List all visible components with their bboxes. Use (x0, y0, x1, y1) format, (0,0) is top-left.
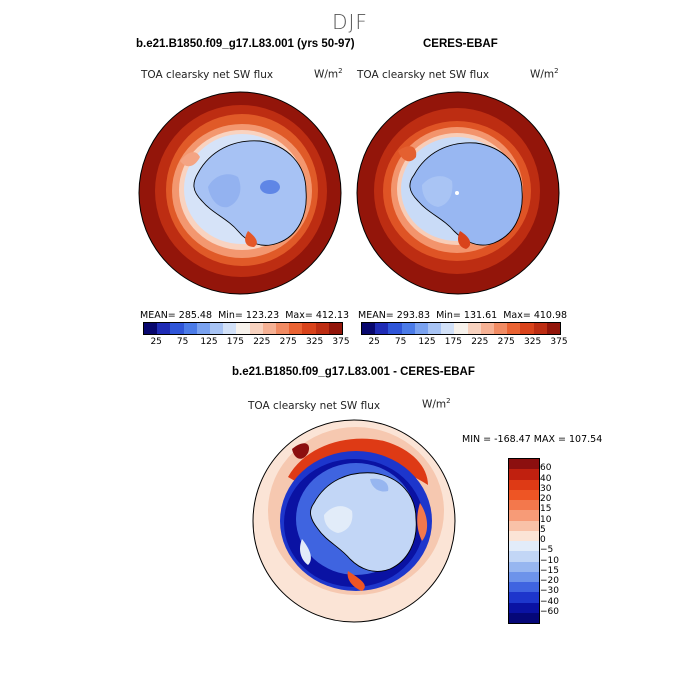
colorbar-swatch (454, 323, 468, 334)
colorbar-swatch (509, 582, 539, 593)
colorbar-tick-label: 0 (540, 535, 546, 545)
colorbar-swatch (507, 323, 521, 334)
colorbar-tick-label: 375 (550, 337, 568, 347)
colorbar-tick-label: 75 (176, 337, 189, 347)
colorbar-tick-label: 225 (253, 337, 271, 347)
obs-variable-label: TOA clearsky net SW flux (357, 69, 490, 81)
colorbar-tick-label: 275 (279, 337, 297, 347)
colorbar-tick-label: −5 (540, 545, 554, 556)
colorbar-swatch (276, 323, 290, 334)
model-panel-title: b.e21.B1850.f09_g17.L83.001 (yrs 50-97) (136, 38, 355, 50)
colorbar-swatch (509, 489, 539, 500)
colorbar-tick-label: 20 (540, 494, 552, 504)
colorbar-tick-label: 175 (226, 337, 244, 347)
colorbar-tick-label: 125 (200, 337, 218, 347)
diff-minmax-label: MIN = -168.47 MAX = 107.54 (462, 434, 603, 445)
model-units-label: W/m2 (314, 67, 343, 81)
colorbar-tick-label: 60 (540, 463, 552, 474)
colorbar-tick-label: 325 (306, 337, 324, 347)
colorbar-swatch (546, 323, 561, 334)
colorbar-swatch (509, 510, 539, 521)
obs-units-label: W/m2 (530, 67, 559, 81)
model-colorbar (143, 322, 343, 335)
obs-colorbar (361, 322, 561, 335)
colorbar-swatch (183, 323, 197, 334)
colorbar-swatch (236, 323, 250, 334)
colorbar-swatch (441, 323, 455, 334)
colorbar-swatch (533, 323, 547, 334)
colorbar-tick-label: 125 (418, 337, 436, 347)
colorbar-tick-label: 10 (540, 514, 552, 525)
colorbar-tick-label: 375 (332, 337, 350, 347)
colorbar-tick-label: −30 (540, 586, 559, 597)
diff-polar-map (252, 419, 456, 623)
colorbar-tick-label: 30 (540, 483, 552, 494)
colorbar-swatch (509, 602, 539, 613)
colorbar-swatch (414, 323, 429, 334)
diff-units-label: W/m2 (422, 397, 451, 411)
colorbar-swatch (509, 541, 539, 552)
colorbar-swatch (509, 571, 539, 582)
colorbar-swatch (262, 323, 277, 334)
colorbar-tick-label: 25 (368, 337, 380, 347)
colorbar-swatch (315, 323, 329, 334)
colorbar-swatch (362, 323, 376, 334)
colorbar-tick-label: 275 (497, 337, 515, 347)
colorbar-swatch (289, 323, 303, 334)
colorbar-swatch (509, 530, 539, 541)
colorbar-tick-label: 15 (540, 504, 552, 515)
colorbar-tick-label: 175 (444, 337, 462, 347)
colorbar-swatch (302, 323, 316, 334)
obs-stats: MEAN= 293.83 Min= 131.61 Max= 410.98 (358, 310, 568, 321)
diff-panel-title: b.e21.B1850.f09_g17.L83.001 - CERES-EBAF (232, 366, 475, 378)
colorbar-swatch (157, 323, 171, 334)
colorbar-swatch (249, 323, 263, 334)
colorbar-swatch (509, 561, 539, 572)
colorbar-tick-label: 75 (394, 337, 407, 347)
diff-colorbar (508, 458, 540, 624)
colorbar-swatch (467, 323, 481, 334)
colorbar-swatch (509, 551, 539, 562)
diff-variable-label: TOA clearsky net SW flux (248, 400, 381, 412)
colorbar-swatch (210, 323, 224, 334)
colorbar-swatch (509, 612, 539, 623)
colorbar-swatch (388, 323, 402, 334)
colorbar-swatch (509, 469, 539, 480)
colorbar-swatch (509, 479, 539, 490)
colorbar-swatch (480, 323, 495, 334)
colorbar-swatch (375, 323, 389, 334)
colorbar-swatch (509, 459, 539, 470)
colorbar-swatch (144, 323, 158, 334)
colorbar-swatch (196, 323, 211, 334)
colorbar-tick-label: 25 (150, 337, 162, 347)
colorbar-tick-label: −10 (540, 555, 559, 566)
colorbar-swatch (223, 323, 237, 334)
colorbar-swatch (509, 500, 539, 511)
colorbar-swatch (509, 520, 539, 531)
model-variable-label: TOA clearsky net SW flux (141, 69, 274, 81)
colorbar-tick-label: 325 (524, 337, 542, 347)
colorbar-tick-label: 40 (540, 473, 552, 484)
colorbar-swatch (520, 323, 534, 334)
colorbar-tick-label: −15 (540, 565, 559, 576)
colorbar-tick-label: −60 (540, 606, 559, 617)
season-title: DJF (332, 10, 368, 34)
colorbar-tick-label: 225 (471, 337, 489, 347)
colorbar-swatch (328, 323, 343, 334)
colorbar-tick-label: −20 (540, 576, 559, 586)
obs-polar-map (356, 91, 560, 295)
model-polar-map (138, 91, 342, 295)
colorbar-swatch (509, 592, 539, 603)
colorbar-swatch (428, 323, 442, 334)
colorbar-swatch (401, 323, 415, 334)
colorbar-swatch (170, 323, 184, 334)
colorbar-tick-label: 5 (540, 524, 546, 535)
obs-panel-title: CERES-EBAF (423, 38, 498, 50)
model-stats: MEAN= 285.48 Min= 123.23 Max= 412.13 (140, 310, 350, 321)
colorbar-swatch (494, 323, 508, 334)
colorbar-tick-label: −40 (540, 596, 559, 607)
